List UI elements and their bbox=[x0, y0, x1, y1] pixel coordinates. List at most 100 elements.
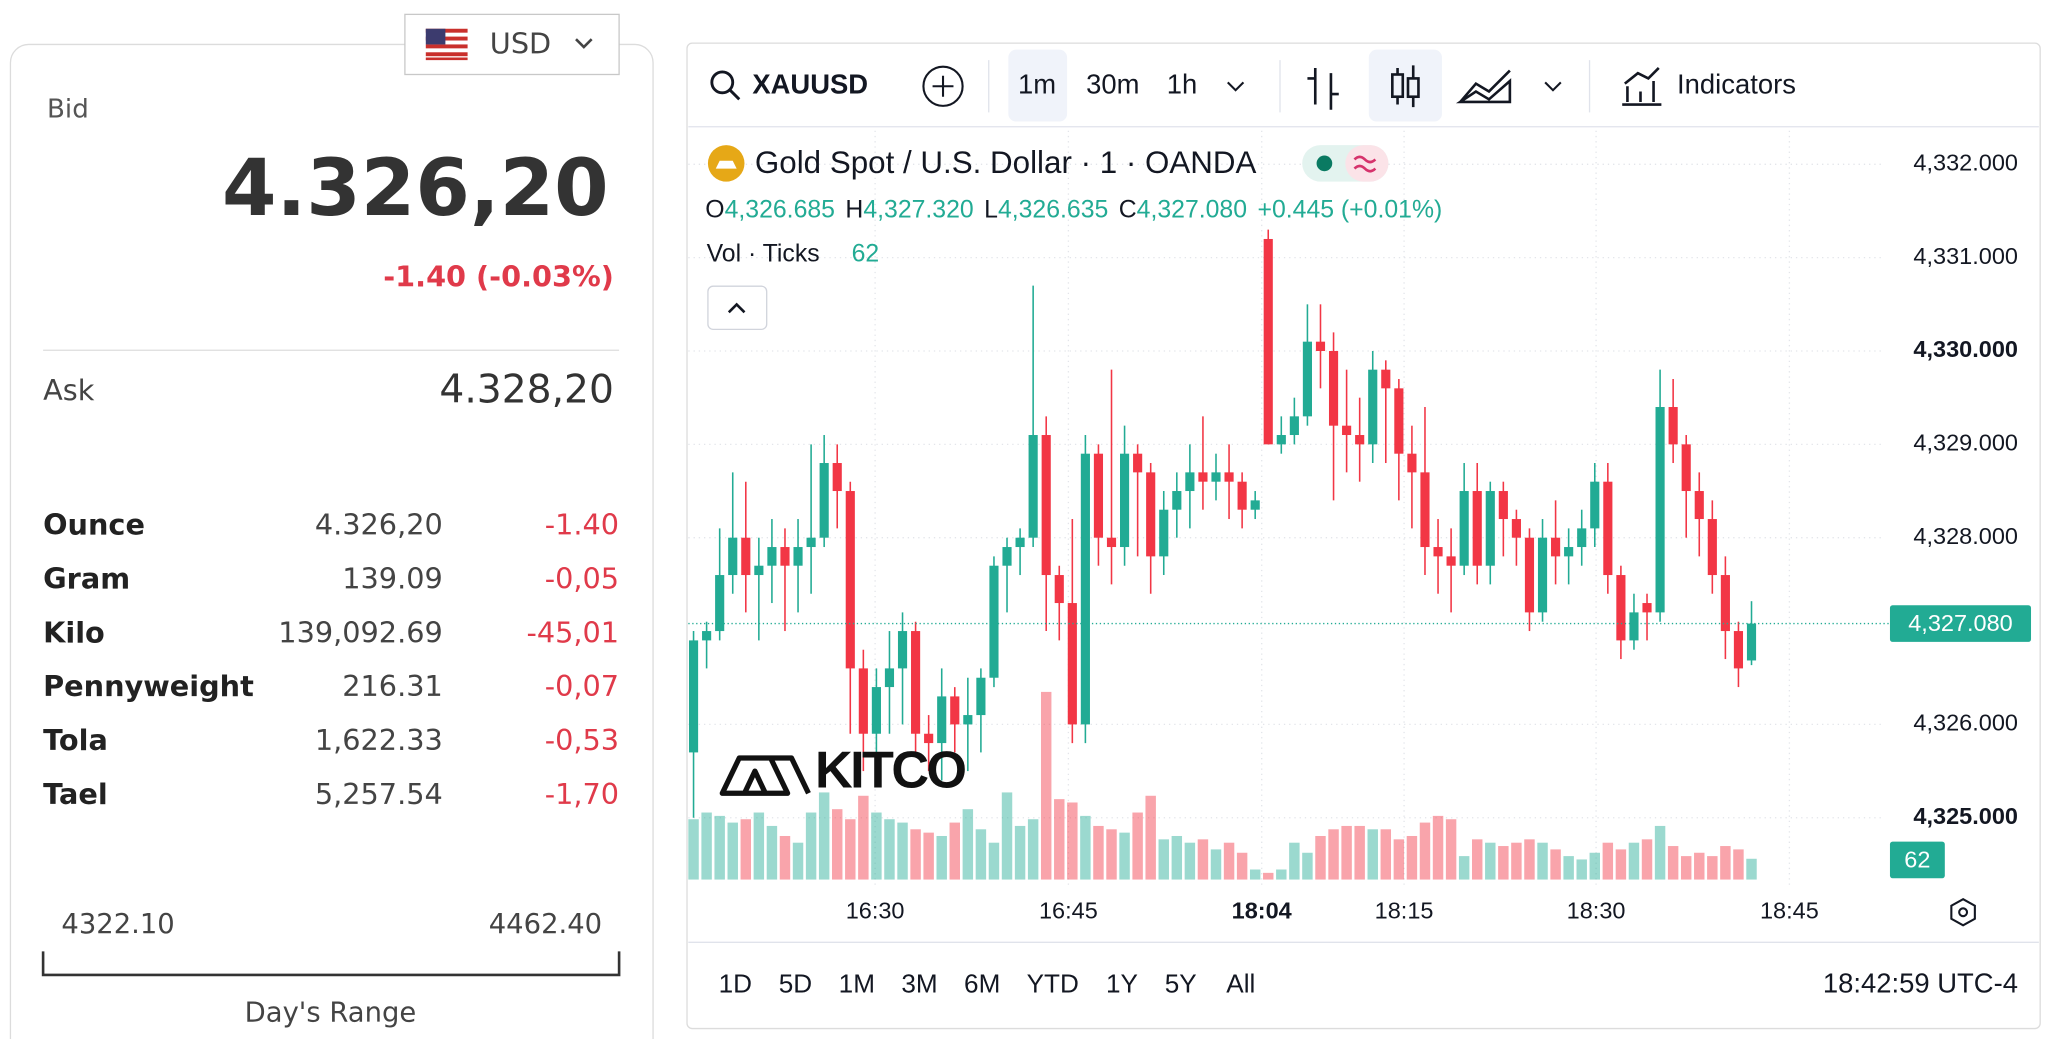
range-button[interactable]: All bbox=[1226, 968, 1255, 998]
candle-body bbox=[1120, 453, 1130, 548]
candle-body bbox=[1067, 603, 1077, 725]
candle-body bbox=[832, 463, 842, 492]
volume-bar bbox=[1720, 846, 1731, 880]
range-button[interactable]: 3M bbox=[901, 968, 937, 998]
volume-bar bbox=[871, 812, 882, 880]
settings-icon[interactable] bbox=[1950, 897, 1976, 927]
candle-body bbox=[793, 547, 803, 566]
volume-bar bbox=[1119, 832, 1130, 880]
candle-body bbox=[767, 547, 777, 566]
compare-button[interactable] bbox=[922, 65, 964, 107]
area-icon[interactable] bbox=[1455, 69, 1512, 104]
intervals: 1m 30m 1h bbox=[1018, 69, 1197, 100]
candle-body bbox=[728, 537, 738, 576]
volume-bar bbox=[1432, 815, 1444, 880]
volume-bar bbox=[923, 832, 934, 880]
volume-bar bbox=[1733, 849, 1744, 880]
candle-body bbox=[871, 687, 881, 734]
candle-body bbox=[1342, 425, 1352, 436]
candle-body bbox=[950, 696, 960, 725]
plot: 4,332.000 4,331.000 4,330.000 4,329.000 4,32… bbox=[688, 130, 2032, 923]
ohlc-legend: O4,326.685 H4,327.320 L4,326.635 C4,327.080… bbox=[705, 196, 1442, 223]
interval-button[interactable]: 1h bbox=[1167, 69, 1198, 100]
volume-bar bbox=[1406, 835, 1418, 880]
symbol[interactable]: XAUUSD bbox=[752, 69, 868, 100]
volume-bar bbox=[805, 812, 817, 880]
range-button[interactable]: 1D bbox=[719, 968, 752, 998]
candle-body bbox=[1172, 491, 1182, 510]
range-button[interactable]: 1Y bbox=[1106, 968, 1138, 998]
range-button[interactable]: 5Y bbox=[1165, 968, 1197, 998]
volume-bar bbox=[1093, 825, 1104, 880]
volume-bar bbox=[1498, 846, 1509, 880]
volume-bar bbox=[1472, 839, 1483, 880]
candle-body bbox=[1041, 435, 1051, 576]
volume-bar bbox=[766, 825, 778, 880]
candles-icon bbox=[1406, 77, 1420, 99]
volume-bar bbox=[1276, 869, 1287, 880]
volume-bar bbox=[1341, 825, 1352, 880]
volume-bar bbox=[1132, 812, 1143, 880]
x-tick-label: 16:30 bbox=[846, 897, 905, 923]
candle-body bbox=[1302, 341, 1312, 417]
candle-body bbox=[1355, 435, 1365, 445]
volume-bar bbox=[727, 822, 738, 880]
chevron[interactable] bbox=[1544, 81, 1562, 92]
candle-body bbox=[741, 537, 751, 576]
x-tick-label: 18:15 bbox=[1375, 897, 1434, 923]
candle-body bbox=[924, 733, 934, 744]
indicators-button[interactable]: Indicators bbox=[1677, 69, 1796, 100]
unit-name: Ounce bbox=[43, 508, 145, 542]
candle-body bbox=[1629, 612, 1639, 641]
x-tick-label: 16:45 bbox=[1039, 897, 1098, 923]
range-button[interactable]: 1M bbox=[839, 968, 875, 998]
volume-bar bbox=[1628, 842, 1640, 880]
volume-bar bbox=[1080, 815, 1091, 880]
indicators-icon[interactable] bbox=[1622, 67, 1662, 106]
volume-bar bbox=[1615, 849, 1627, 880]
candle-body bbox=[1054, 575, 1064, 604]
interval-button[interactable]: 30m bbox=[1086, 69, 1139, 100]
candle-body bbox=[1420, 472, 1430, 548]
chart-title: Gold Spot / U.S. Dollar · 1 · OANDA bbox=[755, 145, 1257, 180]
candle-body bbox=[1133, 453, 1143, 473]
bid-price: 4.326,20 bbox=[222, 143, 609, 234]
candle-body bbox=[858, 668, 868, 734]
range-button[interactable]: 6M bbox=[964, 968, 1000, 998]
range-button[interactable]: 5D bbox=[779, 968, 812, 998]
last-price-label: 4,327.080 bbox=[1908, 610, 2013, 636]
unit-name: Gram bbox=[43, 562, 130, 596]
quote-panel: USD Bid 4.326,20 -1.40 (-0.03%) Ask 4.32… bbox=[9, 13, 654, 1039]
bars-icon[interactable] bbox=[1307, 67, 1339, 110]
search-icon[interactable] bbox=[710, 70, 735, 95]
volume-bar bbox=[818, 792, 830, 880]
candle-body bbox=[1694, 491, 1704, 520]
candle-body bbox=[1746, 623, 1757, 661]
candle-body bbox=[1224, 472, 1234, 482]
candles-icon bbox=[1391, 73, 1405, 99]
volume-bar bbox=[1302, 852, 1313, 880]
volume-bar bbox=[1014, 825, 1026, 880]
unit-name: Pennyweight bbox=[43, 669, 254, 703]
ask-label: Ask bbox=[43, 373, 95, 407]
volume-bar bbox=[1236, 852, 1248, 880]
volume-bar bbox=[1419, 822, 1431, 880]
chevron[interactable] bbox=[1227, 81, 1245, 92]
candle-body bbox=[897, 631, 908, 669]
volume-tag bbox=[1889, 841, 1945, 879]
chart-card bbox=[686, 42, 2041, 1030]
volume-bar bbox=[1550, 849, 1561, 880]
y-tick-label: 4,330.000 bbox=[1913, 336, 2018, 362]
ohlc-value: 4,327.320 bbox=[863, 196, 973, 223]
range-button[interactable]: YTD bbox=[1027, 968, 1079, 998]
volume-bar bbox=[936, 835, 947, 880]
quote-card bbox=[9, 43, 654, 1039]
interval-button[interactable]: 1m bbox=[1018, 69, 1056, 100]
y-tick-label: 4,328.000 bbox=[1913, 523, 2018, 549]
collapse-button[interactable] bbox=[707, 285, 768, 330]
candle-body bbox=[845, 491, 855, 669]
x-tick-label: 18:30 bbox=[1567, 897, 1626, 923]
unit-change: -0,53 bbox=[545, 723, 619, 757]
volume-bar bbox=[1367, 829, 1378, 880]
range-buttons: 1D 5D 1M 3M 6M YTD 1Y 5Y All bbox=[719, 968, 1256, 998]
